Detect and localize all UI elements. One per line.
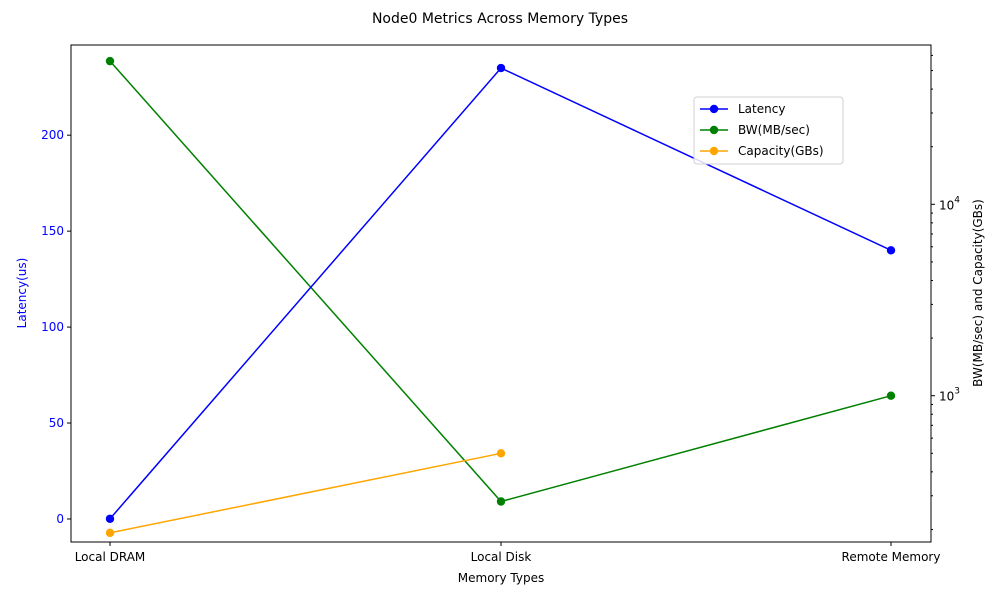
left-y-axis: 0 50 100 150 200 [41, 128, 71, 526]
data-point-bw-mb-sec [496, 497, 506, 506]
right-y-tick-exponent: 3 [954, 387, 960, 397]
x-tick-label: Local Disk [471, 550, 532, 564]
left-y-tick-label: 150 [41, 224, 64, 238]
left-y-axis-label: Latency(us) [15, 258, 29, 329]
x-tick-label: Remote Memory [842, 550, 941, 564]
data-point-latency [496, 63, 506, 73]
data-point-capacity-gbs [496, 449, 506, 458]
legend-marker [709, 104, 719, 114]
left-y-tick-label: 0 [56, 512, 64, 526]
series-layer [105, 56, 896, 538]
right-y-axis: 103 104 [931, 54, 960, 530]
legend-marker [709, 146, 719, 156]
legend-marker [709, 125, 719, 135]
data-point-bw-mb-sec [105, 56, 115, 66]
legend-box [693, 96, 844, 165]
data-point-latency [886, 246, 896, 255]
x-axis: Local DRAM Local Disk Remote Memory [75, 542, 941, 564]
left-y-tick-label: 200 [41, 128, 64, 142]
legend-label: Capacity(GBs) [738, 144, 824, 158]
left-y-tick-label: 100 [41, 320, 64, 334]
right-y-tick-label: 103 [939, 387, 960, 404]
legend-label: BW(MB/sec) [738, 123, 810, 137]
x-tick-label: Local DRAM [75, 550, 146, 564]
left-y-tick-label: 50 [49, 416, 64, 430]
series-line-capacity-gbs [109, 452, 502, 534]
data-point-latency [105, 514, 115, 523]
chart-title: Node0 Metrics Across Memory Types [372, 11, 628, 27]
right-y-tick-label: 104 [939, 195, 960, 212]
x-axis-label: Memory Types [458, 571, 544, 585]
data-point-capacity-gbs [105, 528, 115, 538]
right-y-axis-label: BW(MB/sec) and Capacity(GBs) [971, 199, 985, 387]
legend-label: Latency [738, 102, 785, 116]
legend: Latency BW(MB/sec) Capacity(GBs) [693, 96, 844, 165]
right-y-tick-exponent: 4 [954, 195, 960, 205]
data-point-bw-mb-sec [886, 391, 896, 400]
